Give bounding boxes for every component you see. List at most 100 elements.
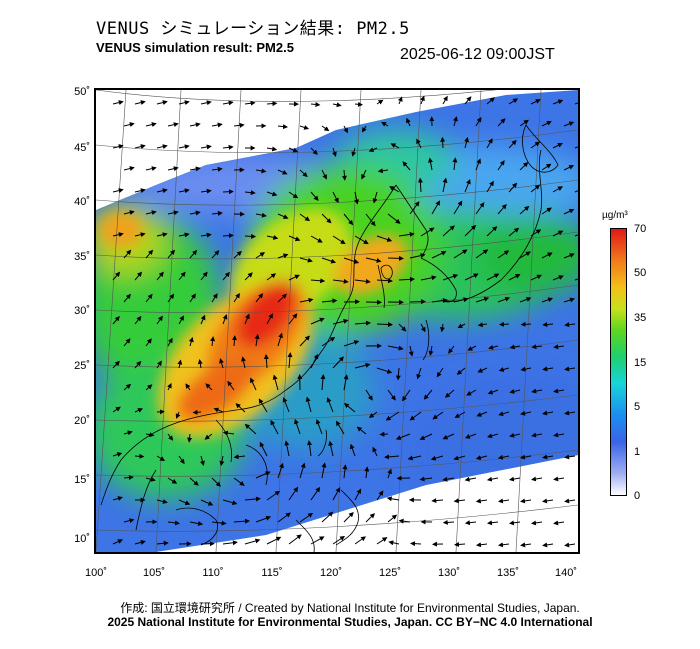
wind-arrow bbox=[464, 96, 472, 105]
wind-arrow bbox=[210, 336, 216, 347]
wind-arrow bbox=[497, 118, 506, 127]
wind-arrow bbox=[486, 273, 500, 281]
wind-arrow bbox=[509, 432, 521, 438]
wind-arrow bbox=[376, 490, 384, 501]
wind-arrow bbox=[332, 102, 342, 108]
colorbar-tick-5: 5 bbox=[634, 401, 641, 413]
wind-arrow bbox=[531, 388, 543, 394]
wind-arrow bbox=[222, 430, 235, 436]
wind-arrow bbox=[574, 278, 578, 281]
lat-label-15: 15˚ bbox=[74, 474, 90, 486]
wind-arrow bbox=[384, 454, 400, 460]
wind-arrow bbox=[310, 235, 323, 243]
wind-arrow bbox=[200, 314, 206, 325]
wind-arrow bbox=[497, 203, 507, 215]
wind-arrow bbox=[222, 233, 234, 239]
wind-arrow bbox=[244, 423, 257, 435]
wind-arrow bbox=[263, 354, 269, 369]
wind-arrow bbox=[241, 356, 246, 369]
wind-arrow bbox=[244, 272, 253, 281]
wind-arrow bbox=[213, 407, 224, 413]
wind-arrow bbox=[277, 253, 289, 259]
wind-arrow bbox=[542, 498, 554, 504]
colorbar-tick-0: 0 bbox=[634, 490, 641, 502]
wind-arrow bbox=[332, 535, 346, 545]
wind-arrow bbox=[310, 486, 321, 501]
wind-arrow bbox=[349, 443, 356, 457]
wind-arrow bbox=[235, 403, 246, 413]
wind-arrow bbox=[112, 315, 120, 325]
wind-arrow bbox=[200, 455, 205, 466]
wind-arrow bbox=[123, 122, 135, 127]
wind-arrow bbox=[328, 440, 334, 457]
wind-arrow bbox=[287, 352, 293, 369]
wind-arrow bbox=[475, 202, 485, 215]
wind-arrow bbox=[486, 226, 498, 237]
wind-arrow bbox=[564, 542, 576, 548]
wind-arrow bbox=[563, 253, 575, 259]
wind-arrow bbox=[266, 313, 273, 325]
lat-label-10: 10˚ bbox=[74, 533, 90, 545]
wind-arrow bbox=[464, 178, 471, 193]
colorbar-tick-50: 50 bbox=[634, 267, 647, 279]
wind-arrow bbox=[156, 455, 166, 462]
colorbar-tick-1: 1 bbox=[634, 446, 641, 458]
wind-arrow bbox=[310, 317, 325, 325]
colorbar-tick-35: 35 bbox=[634, 312, 647, 324]
wind-arrow bbox=[416, 367, 422, 380]
wind-arrow bbox=[552, 275, 564, 281]
wind-arrow bbox=[134, 360, 142, 369]
wind-arrow bbox=[563, 165, 575, 171]
wind-arrow bbox=[497, 296, 511, 303]
wind-arrow bbox=[343, 511, 354, 523]
wind-arrow bbox=[376, 99, 384, 105]
wind-arrow bbox=[189, 521, 204, 526]
wind-arrow bbox=[167, 337, 173, 347]
wind-arrow bbox=[321, 511, 334, 523]
wind-arrow bbox=[320, 374, 326, 391]
wind-arrow bbox=[464, 136, 469, 149]
wind-arrow bbox=[542, 366, 554, 372]
wind-arrow bbox=[284, 440, 290, 457]
wind-arrow bbox=[520, 321, 532, 327]
wind-arrow bbox=[134, 100, 146, 105]
wind-arrow bbox=[387, 514, 398, 523]
wind-arrow bbox=[156, 188, 168, 194]
wind-arrow bbox=[387, 255, 404, 261]
wind-arrow bbox=[332, 278, 349, 284]
wind-arrow bbox=[222, 189, 234, 195]
wind-arrow bbox=[178, 100, 190, 106]
wind-arrow bbox=[134, 315, 142, 325]
wind-arrow bbox=[145, 384, 153, 391]
title-english: VENUS simulation result: PM2.5 bbox=[96, 40, 294, 55]
wind-arrow bbox=[442, 95, 448, 105]
wind-arrow bbox=[398, 518, 411, 524]
wind-arrow bbox=[431, 498, 444, 504]
wind-arrow bbox=[389, 186, 400, 193]
wind-arrow bbox=[398, 276, 415, 282]
wind-arrow bbox=[200, 232, 212, 238]
wind-arrow bbox=[477, 367, 488, 373]
wind-arrow bbox=[222, 144, 234, 150]
wind-arrow bbox=[255, 252, 266, 259]
wind-arrow bbox=[343, 340, 360, 347]
wind-arrow bbox=[542, 322, 554, 328]
wind-arrow bbox=[310, 147, 318, 155]
wind-arrow bbox=[244, 538, 261, 545]
wind-arrow bbox=[145, 166, 157, 172]
lon-label-120: 120˚ bbox=[319, 567, 343, 579]
wind-arrow bbox=[409, 201, 420, 215]
wind-arrow bbox=[167, 383, 172, 391]
wind-arrow bbox=[564, 366, 576, 372]
wind-arrow bbox=[416, 138, 422, 149]
wind-arrow bbox=[332, 356, 344, 369]
wind-arrow bbox=[444, 389, 455, 398]
wind-arrow bbox=[332, 487, 341, 501]
wind-arrow bbox=[167, 122, 179, 128]
wind-arrow bbox=[356, 426, 367, 435]
wind-arrow bbox=[428, 345, 434, 356]
wind-arrow bbox=[530, 274, 543, 281]
wind-arrow bbox=[553, 476, 565, 482]
wind-arrow bbox=[200, 100, 212, 106]
wind-arrow bbox=[563, 208, 575, 215]
